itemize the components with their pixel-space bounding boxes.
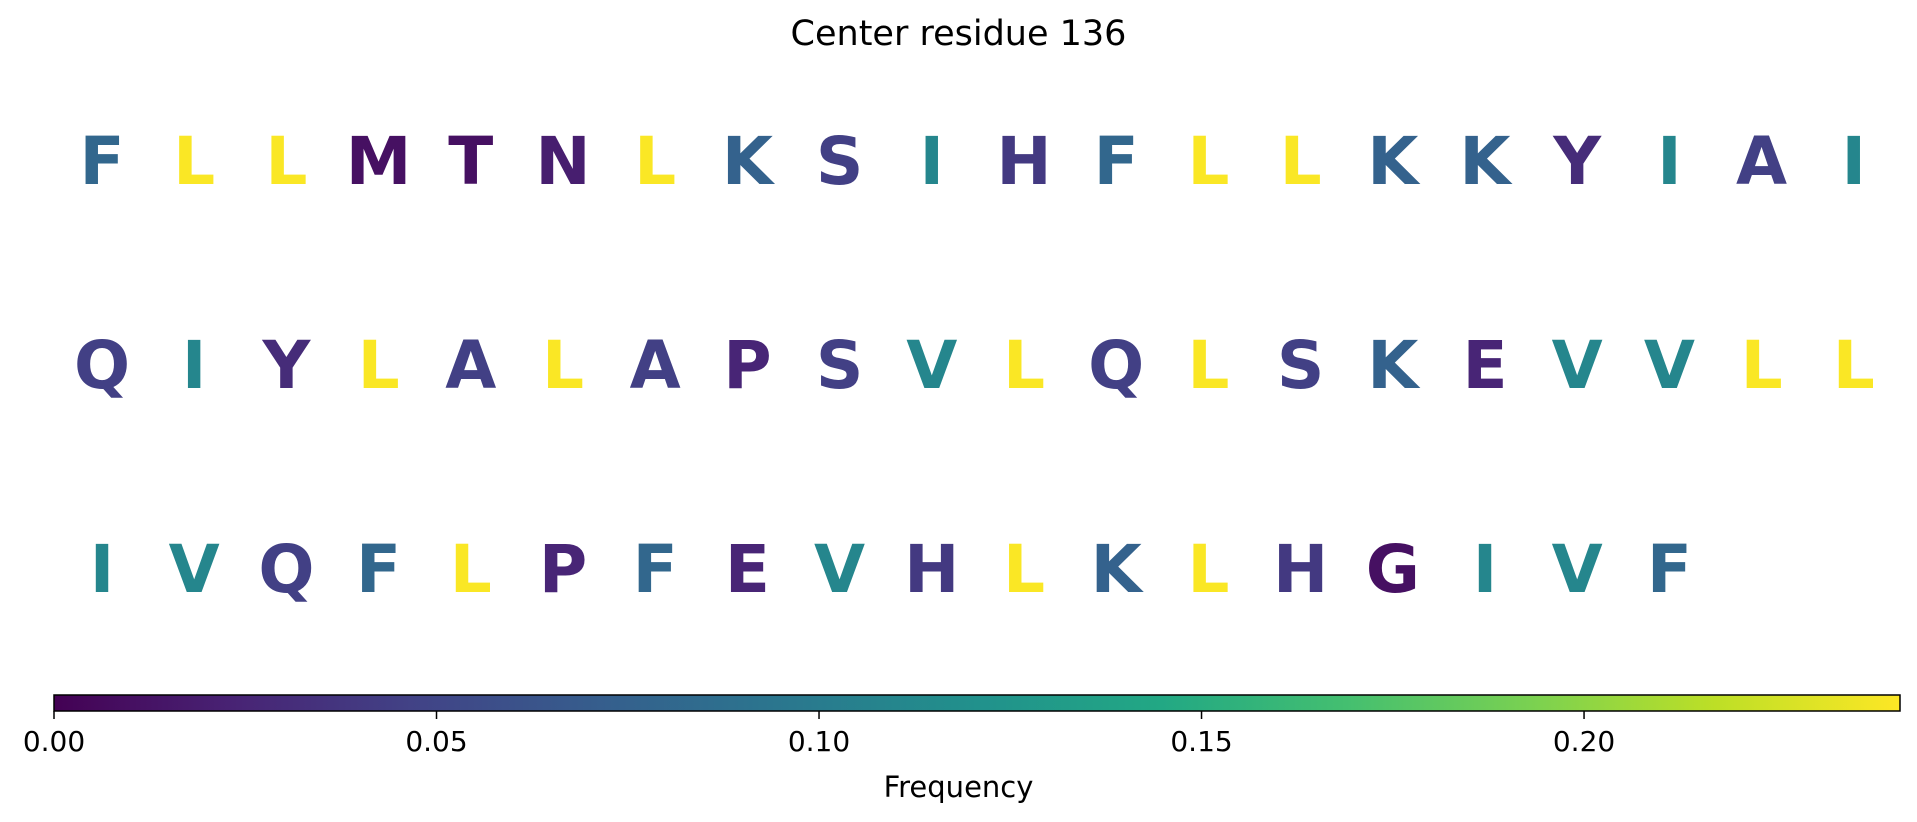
residue-letter: F bbox=[632, 531, 678, 608]
colorbar-label: Frequency bbox=[883, 770, 1034, 804]
residue-letter: Q bbox=[73, 327, 131, 404]
residue-letter: I bbox=[181, 327, 207, 404]
colorbar-tick-label: 0.10 bbox=[788, 725, 850, 758]
residue-letter: K bbox=[721, 123, 773, 200]
residue-letter: A bbox=[445, 327, 497, 404]
residue-letter: L bbox=[1187, 123, 1230, 200]
residue-letter: V bbox=[814, 531, 866, 608]
chart-title: Center residue 136 bbox=[790, 14, 1127, 54]
residue-letter: Y bbox=[262, 327, 311, 404]
residue-letter: K bbox=[1090, 531, 1142, 608]
residue-letter: L bbox=[173, 123, 216, 200]
residue-letter: I bbox=[919, 123, 945, 200]
residue-letter: N bbox=[535, 123, 591, 200]
residue-letter: I bbox=[1472, 531, 1498, 608]
residue-letter: I bbox=[1841, 123, 1867, 200]
colorbar-ticks: 0.00 0.05 0.10 0.15 0.20 bbox=[23, 711, 1615, 758]
residue-letter: V bbox=[1643, 327, 1695, 404]
residue-letter: A bbox=[1736, 123, 1788, 200]
residue-letter: I bbox=[1657, 123, 1682, 200]
residue-letter: I bbox=[89, 531, 115, 608]
residue-letter: F bbox=[79, 123, 125, 200]
residue-letter: V bbox=[906, 327, 958, 404]
residue-letter: L bbox=[1832, 327, 1875, 404]
residue-letter: L bbox=[541, 327, 585, 404]
residue-letter: F bbox=[1093, 123, 1139, 200]
residue-letter: F bbox=[1646, 531, 1692, 608]
residue-letter: S bbox=[815, 123, 864, 200]
residue-letter: K bbox=[1459, 123, 1511, 200]
residue-letter: S bbox=[1276, 327, 1325, 404]
residue-letter: L bbox=[449, 531, 492, 608]
colorbar-tick-label: 0.20 bbox=[1553, 725, 1615, 758]
residue-letter: L bbox=[265, 123, 308, 200]
residue-letter: F bbox=[356, 531, 402, 608]
residue-letter: L bbox=[357, 327, 400, 404]
residue-letter: V bbox=[1551, 531, 1603, 608]
residue-letter: L bbox=[1187, 327, 1230, 404]
residue-letter: Q bbox=[1088, 327, 1145, 404]
residue-letter: L bbox=[1002, 327, 1046, 404]
residue-letter: M bbox=[345, 123, 412, 200]
residue-letter: L bbox=[1279, 123, 1322, 200]
residue-letter: K bbox=[1367, 123, 1419, 200]
residue-letter: H bbox=[996, 123, 1052, 200]
colorbar-tick-label: 0.00 bbox=[23, 725, 85, 758]
colorbar: 0.00 0.05 0.10 0.15 0.20 bbox=[23, 694, 1901, 758]
residue-letter: A bbox=[629, 327, 681, 404]
residue-letter: L bbox=[1002, 531, 1046, 608]
residue-letter: K bbox=[1367, 327, 1419, 404]
residue-letter: S bbox=[815, 327, 864, 404]
residue-letter: P bbox=[723, 327, 772, 404]
residue-letter: P bbox=[538, 531, 588, 608]
colorbar-gradient bbox=[53, 694, 1901, 712]
residue-letter: L bbox=[1187, 531, 1230, 608]
residue-letter: V bbox=[1551, 327, 1603, 404]
residue-letter: Q bbox=[258, 531, 315, 608]
residue-letter: L bbox=[1740, 327, 1783, 404]
colorbar-tick-label: 0.15 bbox=[1170, 725, 1232, 758]
residue-letter: E bbox=[1462, 327, 1508, 404]
residue-letter: V bbox=[168, 531, 220, 608]
residue-letter: Y bbox=[1553, 123, 1602, 200]
residue-letter: E bbox=[724, 531, 770, 608]
residue-letter: T bbox=[448, 123, 494, 200]
residue-letter: H bbox=[904, 531, 960, 608]
residue-letter: L bbox=[634, 123, 677, 200]
residue-letter: G bbox=[1365, 531, 1420, 608]
residue-letter: H bbox=[1272, 531, 1329, 608]
colorbar-tick-label: 0.05 bbox=[405, 725, 467, 758]
